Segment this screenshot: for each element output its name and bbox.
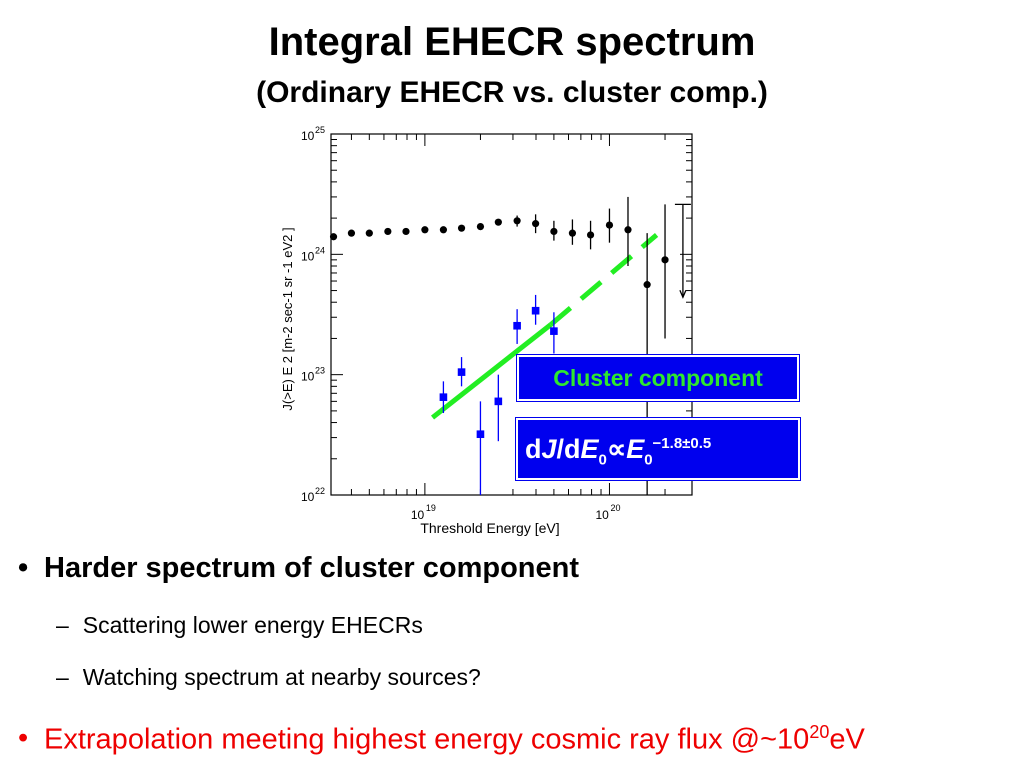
data-point-cluster	[476, 430, 485, 439]
bullet-text: Extrapolation meeting highest energy cos…	[44, 722, 865, 757]
slide-title: Integral EHECR spectrum	[268, 20, 756, 64]
data-point-ordinary	[568, 229, 577, 237]
fit-line-dashed	[549, 233, 659, 327]
data-point-cluster	[550, 327, 558, 335]
slide-subtitle: (Ordinary EHECR vs. cluster comp.)	[256, 76, 768, 109]
subbullet-scattering: – Scattering lower energy EHECRs	[56, 612, 423, 639]
subbullet-text: Scattering lower energy EHECRs	[82, 612, 423, 638]
data-point-cluster	[513, 321, 521, 330]
data-point-cluster	[494, 397, 503, 406]
y-tick-label: 10	[301, 370, 315, 384]
plot-frame	[330, 133, 693, 496]
subbullet-text: Watching spectrum at nearby sources?	[82, 664, 481, 690]
data-point-cluster	[439, 393, 448, 401]
fit-lines	[430, 233, 659, 420]
formula-sub: 0	[598, 451, 607, 469]
data-point-ordinary	[384, 227, 392, 236]
bullet-exponent: 20	[809, 722, 830, 742]
formula-exponent: −1.8±0.5	[652, 435, 712, 452]
y-tick-exponent: 25	[315, 125, 325, 135]
data-point-ordinary	[347, 229, 356, 237]
formula-e2: E	[626, 434, 645, 464]
data-point-ordinary	[605, 221, 614, 229]
y-tick-exponent: 23	[315, 366, 325, 376]
data-point-ordinary	[532, 220, 540, 228]
bullet-text: Harder spectrum of cluster component	[44, 552, 579, 584]
data-point-ordinary	[513, 217, 521, 225]
formula-d: d	[525, 434, 542, 464]
data-point-ordinary	[661, 256, 669, 264]
data-point-ordinary	[439, 226, 448, 234]
formula-prop: ∝	[606, 434, 627, 464]
data-point-cluster	[457, 368, 466, 376]
y-tick-label: 10	[301, 490, 315, 504]
data-point-ordinary	[329, 233, 338, 241]
y-tick-exponent: 24	[315, 245, 325, 255]
x-axis-label: Threshold Energy [eV]	[420, 520, 559, 536]
data-point-ordinary	[402, 227, 410, 236]
bullet-text-main: Extrapolation meeting highest energy cos…	[44, 723, 810, 756]
x-tick-label: 10	[595, 508, 609, 522]
x-tick-label: 10	[411, 508, 425, 522]
bullet-marker: •	[18, 722, 29, 754]
y-tick-exponent: 22	[315, 486, 325, 496]
bullet-unit: eV	[829, 723, 865, 756]
subbullet-marker: –	[56, 664, 69, 690]
data-point-ordinary	[476, 223, 485, 231]
data-point-ordinary	[586, 231, 595, 239]
formula-sub2: 0	[644, 451, 653, 469]
data-point-ordinary	[457, 224, 466, 232]
y-tick-label: 10	[301, 129, 315, 143]
data-point-ordinary	[643, 281, 651, 289]
formula-j: J	[541, 434, 557, 464]
upper-limit-arrow	[679, 289, 687, 299]
bullet-marker: •	[18, 552, 29, 584]
subbullet-watching: – Watching spectrum at nearby sources?	[56, 664, 481, 691]
data-point-ordinary	[494, 218, 502, 226]
formula-slash: /d	[556, 434, 581, 464]
y-axis-label: J(>E) E 2 [m-2 sec-1 sr -1 eV2 ]	[280, 227, 295, 410]
x-tick-exponent: 19	[426, 503, 436, 513]
formula-e: E	[580, 434, 599, 464]
x-tick-exponent: 20	[610, 503, 620, 513]
cluster-component-label: Cluster component	[517, 355, 799, 401]
data-point-ordinary	[365, 229, 373, 237]
data-point-ordinary	[624, 226, 632, 234]
subbullet-marker: –	[56, 612, 69, 638]
spectrum-formula: dJ/dE0∝E0−1.8±0.5	[525, 434, 711, 468]
data-point-ordinary	[550, 227, 558, 236]
data-point-cluster	[531, 306, 540, 315]
data-point-ordinary	[421, 226, 429, 234]
y-tick-label: 10	[301, 249, 315, 263]
spectrum-formula-box: dJ/dE0∝E0−1.8±0.5	[516, 418, 800, 480]
fit-line-solid	[430, 322, 553, 420]
